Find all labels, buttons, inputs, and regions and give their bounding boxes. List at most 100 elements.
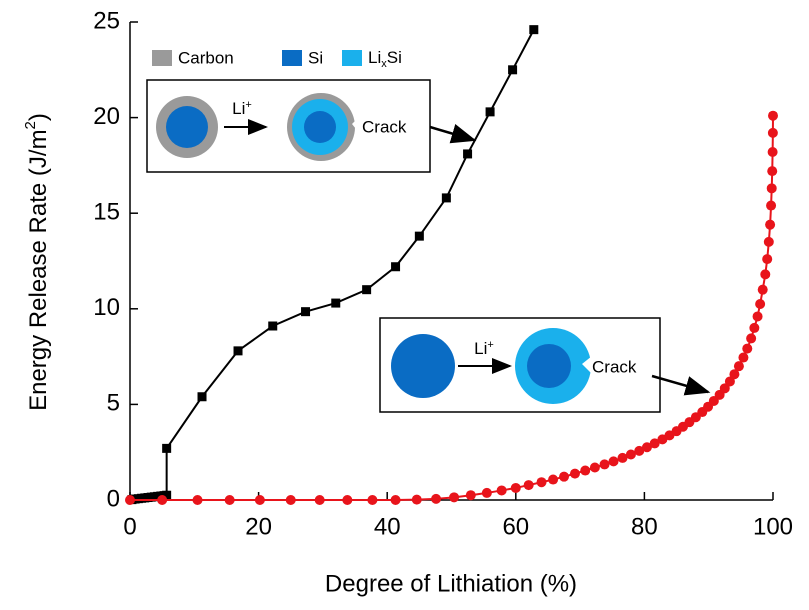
legend-label: LixSi [368, 48, 402, 69]
reaction-label: Li+ [232, 99, 252, 119]
marker [649, 438, 660, 449]
legend-label-part: Li [368, 48, 381, 67]
y-tick-label: 20 [93, 103, 120, 130]
marker [197, 392, 207, 402]
marker [431, 493, 442, 504]
marker [285, 495, 296, 505]
plus: + [245, 99, 251, 111]
marker [738, 352, 749, 363]
marker [765, 219, 776, 230]
y-title-sup: 2 [22, 121, 39, 129]
marker [508, 65, 518, 75]
marker [125, 495, 135, 505]
marker [390, 495, 401, 505]
si-core [166, 106, 208, 148]
series-line [130, 115, 774, 501]
marker [634, 445, 645, 456]
legend-label: Carbon [178, 48, 234, 67]
marker [192, 495, 203, 505]
marker [608, 456, 619, 467]
marker [641, 442, 652, 453]
marker [496, 485, 507, 496]
marker [414, 231, 424, 241]
marker [755, 299, 766, 310]
marker [617, 452, 628, 463]
marker [742, 343, 753, 354]
marker [768, 110, 778, 121]
marker [760, 269, 771, 280]
marker [746, 333, 757, 344]
marker [529, 25, 539, 35]
marker [767, 147, 778, 158]
plot [125, 21, 778, 505]
marker [580, 465, 591, 476]
x-axis-title: Degree of Lithiation (%) [325, 570, 577, 597]
y-title-end: ) [25, 113, 52, 121]
marker [233, 346, 243, 356]
marker [599, 459, 610, 470]
marker [463, 149, 473, 159]
marker [510, 482, 521, 493]
crack-notch [352, 116, 360, 134]
legend-swatch [342, 50, 362, 66]
marker [331, 298, 341, 308]
legend-swatch [282, 50, 302, 66]
y-title-main: Energy Release Rate (J/m [25, 129, 52, 410]
crack-label: Crack [362, 117, 407, 136]
marker [625, 449, 636, 460]
marker [523, 480, 534, 491]
legend-swatch [152, 50, 172, 66]
li: Li [474, 339, 487, 358]
inset-2: Li+ Crack [379, 317, 711, 413]
inset-1: Li+ Crack [146, 79, 477, 173]
marker [224, 495, 235, 505]
marker [465, 490, 476, 501]
y-tick-label: 15 [93, 199, 120, 226]
marker [763, 236, 774, 247]
marker [559, 471, 570, 482]
crack-notch [582, 356, 592, 374]
marker [719, 383, 730, 394]
marker [449, 492, 460, 503]
x-tick-label: 60 [502, 513, 529, 540]
marker [767, 166, 778, 177]
x-tick-label: 100 [753, 513, 793, 540]
arrow [429, 124, 477, 144]
marker [766, 200, 777, 211]
marker [157, 495, 168, 505]
marker [757, 284, 768, 295]
reaction-label: Li+ [474, 339, 494, 359]
marker [314, 495, 325, 505]
marker [441, 193, 451, 203]
marker [749, 322, 760, 333]
x-tick-label: 40 [374, 513, 401, 540]
marker [766, 183, 777, 194]
marker [342, 495, 353, 505]
marker [762, 254, 773, 265]
x-tick-label: 20 [245, 513, 272, 540]
marker [391, 262, 401, 272]
marker [733, 361, 744, 372]
legend-label-sub: x [381, 58, 387, 70]
marker [485, 107, 495, 117]
marker [411, 494, 422, 505]
marker [162, 443, 172, 453]
x-tick-label: 80 [631, 513, 658, 540]
legend-label: Si [308, 48, 323, 67]
arrow [651, 374, 711, 396]
marker [367, 495, 378, 505]
y-tick-label: 25 [93, 7, 120, 34]
li: Li [232, 99, 245, 118]
y-tick-label: 0 [107, 485, 120, 512]
marker [752, 311, 763, 322]
y-axis-title: Energy Release Rate (J/m2) [22, 113, 52, 411]
marker [481, 487, 492, 498]
marker [362, 285, 372, 295]
marker [536, 477, 547, 488]
x-tick-label: 0 [123, 513, 136, 540]
marker [301, 307, 311, 317]
si-core [304, 111, 336, 143]
marker [729, 369, 740, 380]
